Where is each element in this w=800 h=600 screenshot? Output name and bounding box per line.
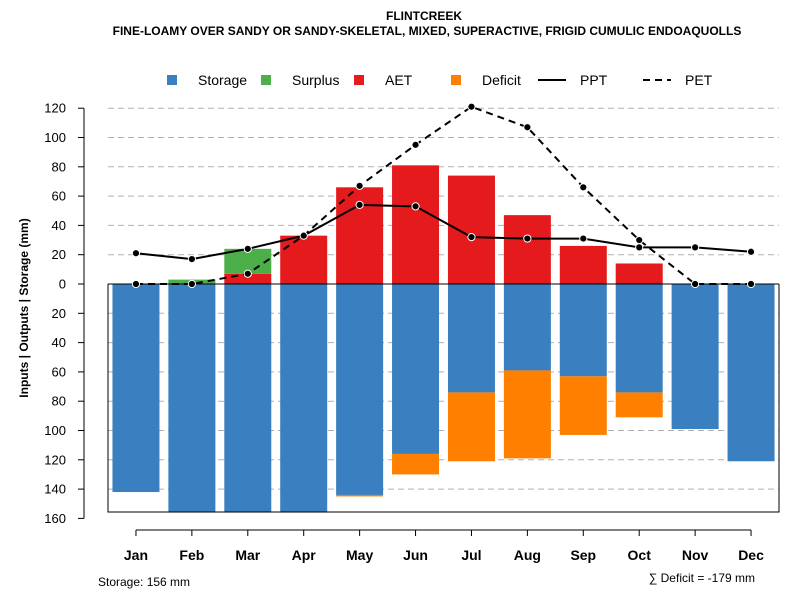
ppt-point [411,202,420,211]
chart-title: FLINTCREEK [386,9,462,23]
x-tick-label: Sep [570,547,596,563]
bars [107,165,780,513]
legend-label: PET [685,72,713,88]
y-tick-label: 60 [52,364,66,379]
aet-bar [559,245,607,284]
y-tick-label: 80 [52,394,66,409]
y-tick-label: 100 [44,423,66,438]
pet-point [355,181,364,190]
ppt-point [746,247,756,256]
aet-bar [615,263,663,284]
storage-bar [336,284,384,495]
ppt-point [299,231,308,240]
deficit-bar [336,494,384,497]
ppt-point [243,244,252,253]
x-tick-label: May [346,547,373,563]
y-tick-label: 60 [52,189,66,204]
ppt-point [635,243,644,252]
pet-point [579,183,588,192]
y-tick-label: 0 [59,277,66,292]
deficit-note: ∑ Deficit = -179 mm [649,571,755,585]
storage-bar [224,284,272,513]
y-tick-label: 140 [44,482,66,497]
pet-point [635,235,644,245]
aet-bar [280,235,328,284]
legend-label: Surplus [292,72,339,88]
ppt-point [579,234,588,243]
aet-bar [392,165,440,284]
legend-label: PPT [580,72,608,88]
ppt-point [523,234,532,243]
storage-bar [727,284,775,462]
y-tick-label: 20 [52,306,66,321]
deficit-bar [503,370,551,459]
x-tick-label: Nov [682,547,709,563]
chart-legend: Storage Surplus AET Deficit PPT PET [167,72,713,88]
legend-label: Storage [198,72,247,88]
x-tick-label: Apr [292,547,317,563]
storage-bar [280,284,328,513]
x-tick-label: Dec [738,547,764,563]
storage-bar [392,284,440,454]
y-axis: 120 100 80 60 40 20 0 20 40 60 80 100 120 140 160 [44,101,85,526]
ppt-point [187,254,196,264]
x-tick-label: Mar [235,547,260,563]
pet-point [467,102,476,111]
aet-bar [224,273,272,284]
storage-note: Storage: 156 mm [98,575,190,589]
pet-point [187,279,196,289]
y-tick-label: 40 [52,218,66,233]
ppt-point [355,200,364,209]
deficit-bar [615,392,663,418]
pet-point [243,269,252,278]
surplus-bar [224,248,272,274]
x-axis: Jan Feb Mar Apr May Jun Jul Aug Sep Oct Nov Dec [124,529,764,563]
legend-swatch [261,75,271,85]
x-tick-label: Aug [514,547,541,563]
aet-bar [447,175,495,284]
pet-point [523,123,532,132]
y-tick-label: 40 [52,335,66,350]
ppt-point [467,233,476,242]
storage-bar [671,284,719,430]
storage-bar [112,284,160,493]
y-tick-label: 120 [44,101,66,116]
storage-frame [107,284,780,513]
x-tick-label: Jan [124,547,148,563]
legend-swatch [451,75,461,85]
y-axis-label: Inputs | Outputs | Storage (mm) [17,218,31,397]
aet-bar [503,215,551,284]
ppt-point [691,243,700,252]
storage-bar [447,284,495,393]
legend-label: Deficit [482,72,521,88]
ppt-point [131,249,141,258]
legend-label: AET [385,72,413,88]
y-tick-label: 100 [44,130,66,145]
ppt-line [135,203,752,261]
y-tick-label: 160 [44,511,66,526]
x-tick-label: Feb [179,547,204,563]
deficit-bar [392,453,440,475]
storage-bar [559,284,607,377]
y-tick-label: 80 [52,159,66,174]
legend-swatch [354,75,364,85]
pet-point [691,279,700,289]
y-tick-label: 20 [52,247,66,262]
y-tick-label: 120 [44,452,66,467]
chart-subtitle: FINE-LOAMY OVER SANDY OR SANDY-SKELETAL,… [113,24,742,38]
pet-point [131,279,141,289]
storage-bar [503,284,551,371]
storage-bar [615,284,663,393]
pet-point [746,279,756,289]
deficit-bar [447,392,495,462]
x-tick-label: Oct [628,547,652,563]
legend-swatch [167,75,177,85]
pet-point [411,140,420,149]
deficit-bar [559,376,607,435]
storage-bar [168,284,216,513]
lines [131,102,756,289]
x-tick-label: Jun [403,547,428,563]
x-tick-label: Jul [461,547,481,563]
